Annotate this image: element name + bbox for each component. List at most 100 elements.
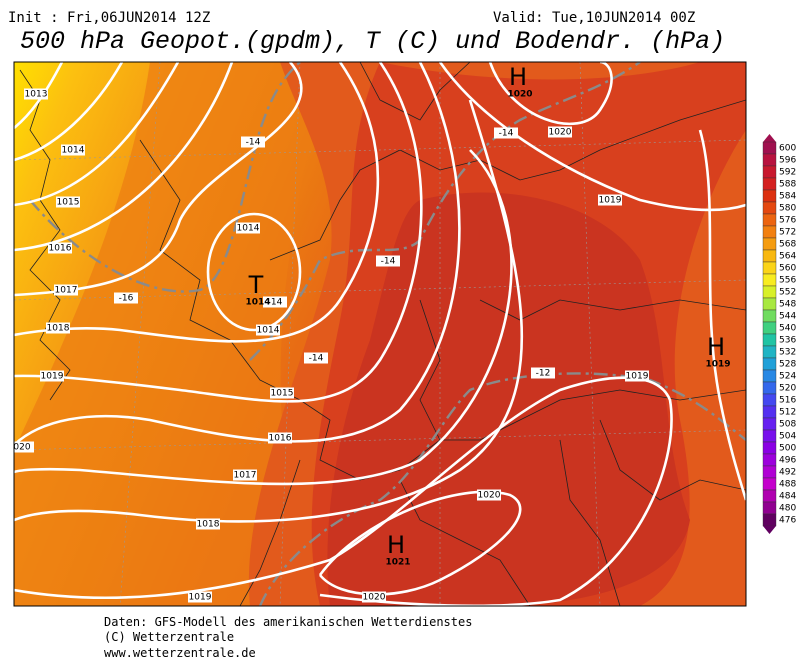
temperature-label: -14 xyxy=(246,138,261,148)
colorbar-cell xyxy=(762,477,777,491)
isobar-label: 1015 xyxy=(271,389,294,399)
isobar-label-box xyxy=(196,518,220,530)
colorbar-cell xyxy=(762,333,777,347)
colorbar-cell xyxy=(762,297,777,311)
borders xyxy=(19,62,746,606)
colorbar-cell xyxy=(762,369,777,383)
colorbar-cell xyxy=(762,501,777,515)
colorbar-cell xyxy=(762,237,777,251)
center-symbol: H xyxy=(707,333,725,361)
colorbar-cell xyxy=(762,321,777,335)
isobar-label: 1018 xyxy=(197,520,220,530)
isobar-label-box xyxy=(40,370,64,382)
center-value: 1020 xyxy=(507,90,532,100)
colorbar-cell xyxy=(762,177,777,191)
isobar-label: 1014 xyxy=(62,146,85,156)
isobar-label-box xyxy=(625,370,649,382)
colorbar-cell xyxy=(762,441,777,455)
isobar-label-box xyxy=(188,591,212,603)
isobar-label: 1019 xyxy=(626,372,649,382)
colorbar-cell xyxy=(762,453,777,467)
isobar-label: 1016 xyxy=(269,434,292,444)
isobar-label-box xyxy=(14,441,34,453)
isobar-label-box xyxy=(233,469,257,481)
colorbar-cell xyxy=(762,141,777,155)
isobar-label: 1015 xyxy=(57,198,80,208)
colorbar-cell xyxy=(762,249,777,263)
colorbar-cell xyxy=(762,393,777,407)
isobar-label: 1020 xyxy=(363,593,386,603)
colorbar-label: 532 xyxy=(779,348,796,358)
temperature-label-box xyxy=(241,136,265,148)
field-core xyxy=(327,192,690,606)
colorbar-label: 524 xyxy=(779,372,796,382)
colorbar-label: 600 xyxy=(779,144,796,154)
isobar-label-box xyxy=(236,222,260,234)
colorbar-label: 516 xyxy=(779,396,796,406)
colorbar-label: 548 xyxy=(779,300,796,310)
temperature-label-box xyxy=(531,367,555,379)
temperature-label: -16 xyxy=(119,294,134,304)
colorbar-label: 580 xyxy=(779,204,796,214)
isobar-label: 1019 xyxy=(189,593,212,603)
isobar-label-box xyxy=(268,432,292,444)
isobar-label: 1018 xyxy=(47,324,70,334)
isobar-label: 1017 xyxy=(55,286,78,296)
map-title: 500 hPa Geopot.(gpdm), T (C) und Bodendr… xyxy=(20,27,725,56)
colorbar-tip xyxy=(763,526,776,534)
center-symbol: H xyxy=(387,531,405,559)
colorbar-cell xyxy=(762,417,777,431)
center-value: 1014 xyxy=(245,298,270,308)
isobar-label-box xyxy=(598,194,622,206)
colorbar-label: 544 xyxy=(779,312,796,322)
colorbar-cell xyxy=(762,489,777,503)
isobar-label-box xyxy=(56,196,80,208)
colorbar-tip xyxy=(763,134,776,142)
isobar-label: 1019 xyxy=(599,196,622,206)
center-value: 1019 xyxy=(705,360,730,370)
colorbar-label: 576 xyxy=(779,216,796,226)
map-labels: 1013 1014 1015 1016 1017 1018 1019 020 1014 1014 1… xyxy=(14,63,731,603)
colorbar-label: 596 xyxy=(779,156,796,166)
isobar-label: 1019 xyxy=(41,372,64,382)
isobars xyxy=(14,62,746,606)
colorbar-label: 556 xyxy=(779,276,796,286)
colorbar-cell xyxy=(762,309,777,323)
isobar-label-box xyxy=(54,284,78,296)
temperature-label: -14 xyxy=(309,354,324,364)
colorbar-label: 504 xyxy=(779,432,796,442)
init-time: Init : Fri,06JUN2014 12Z xyxy=(8,10,210,26)
colorbar-label: 492 xyxy=(779,468,796,478)
colorbar-cell xyxy=(762,189,777,203)
colorbar-label: 512 xyxy=(779,408,796,418)
valid-time: Valid: Tue,10JUN2014 00Z xyxy=(493,10,695,26)
colorbar-label: 540 xyxy=(779,324,796,334)
colorbar-cell xyxy=(762,225,777,239)
temperature-label-box xyxy=(304,352,328,364)
colorbar-cell xyxy=(762,357,777,371)
colorbar-cell xyxy=(762,153,777,167)
isobar-label-box xyxy=(362,591,386,603)
map-frame xyxy=(13,61,747,607)
colorbar-cell xyxy=(762,261,777,275)
colorbar-label: 528 xyxy=(779,360,796,370)
isobar-label-box xyxy=(477,489,501,501)
colorbar-cell xyxy=(762,273,777,287)
footer-line: Daten: GFS-Modell des amerikanischen Wet… xyxy=(104,615,472,629)
colorbar-cell xyxy=(762,345,777,359)
isobar-label: 1016 xyxy=(49,244,72,254)
center-symbol: H xyxy=(509,63,527,91)
isobar-label-box xyxy=(270,387,294,399)
temperature-label: -14 xyxy=(499,129,514,139)
temperature-label-box xyxy=(114,292,138,304)
colorbar-label: 568 xyxy=(779,240,796,250)
colorbar-cell xyxy=(762,285,777,299)
colorbar-cell xyxy=(762,381,777,395)
colorbar-label: 508 xyxy=(779,420,796,430)
map-area: 1013 1014 1015 1016 1017 1018 1019 020 1014 1014 1… xyxy=(14,62,746,606)
grid xyxy=(14,62,746,606)
colorbar-label: 536 xyxy=(779,336,796,346)
isobar-label-box xyxy=(24,88,48,100)
isobar-label: 1013 xyxy=(25,90,48,100)
